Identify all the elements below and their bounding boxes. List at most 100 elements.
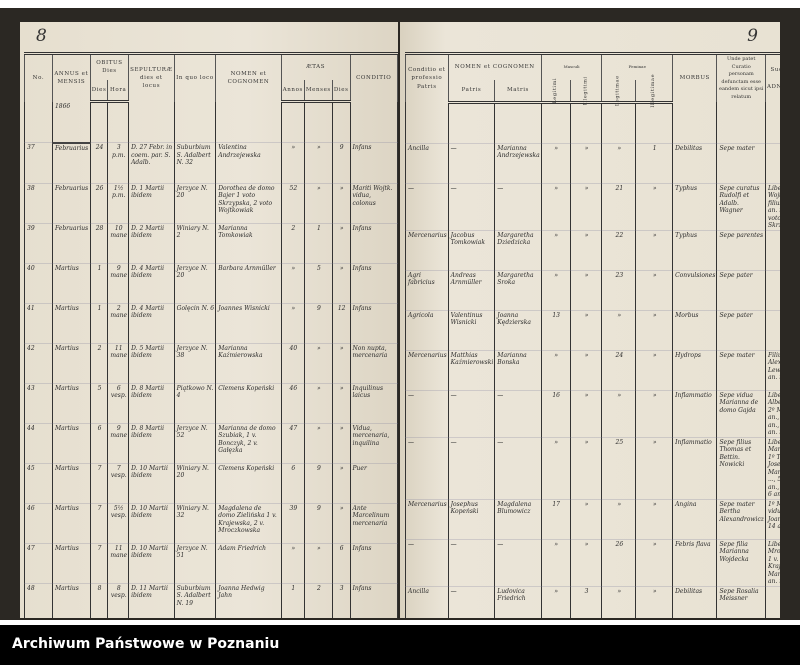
cell-sepultura: D. 4 Martii ibidem [128,263,175,304]
cell-annos: 40 [280,343,305,384]
header-ubi: Unde patet Curatio personam defunctam es… [716,52,766,102]
cell-adnotationes [764,586,780,618]
cell-matris: Margaretha Dziedzicka [494,230,542,271]
register-row: — — —»» 26» Febris flava Sepe filia Marianna … [405,539,780,587]
header-illegitimae: Illegitimae [635,74,674,108]
cell-conditio-patris: Ancilla [405,586,449,618]
year-label: 1866 [51,101,91,144]
cell-ubi: Sepe Rosalia Meissner [716,586,766,618]
cell-m-illeg: » [569,183,603,231]
cell-patris: Josephus Kopeński [447,499,496,540]
cell-f-leg: 23 [601,270,637,311]
cell-conditio-patris: Mercenarius [405,499,449,540]
cell-annos: » [280,142,305,184]
cell-hora: 9 mane [107,423,130,464]
header-no: No. [24,52,53,102]
cell-patris: — [447,143,496,184]
cell-m-leg: » [540,350,571,391]
cell-matris: Magdalena Blumowicz [494,499,542,540]
cell-morbus: Hydrops [672,350,718,391]
cell-aetas-dies: » [331,423,351,464]
cell-hora: 1½ p.m. [107,183,130,224]
cell-mensis: Martius [51,503,91,544]
cell-mensis: Februarius [51,183,91,224]
cell-nomen: Magdalena de domo Zielińska 1 v. Krajews… [215,503,282,544]
cell-sepultura: D. 27 Febr. in coem. par. S. Adalb. [128,142,175,184]
cell-mensis: Martius [51,383,91,424]
cell-conditio-patris: Agri fabricius [405,270,449,311]
header-nomen: NOMEN et COGNOMEN [447,51,542,80]
cell-sepultura: D. 11 Martii ibidem [128,583,175,618]
cell-hora: 10 mane [107,223,130,264]
cell-dies: 8 [89,583,109,618]
cell-f-illeg: » [635,183,674,231]
cell-menses: 5 [303,263,333,304]
cell-f-leg: 22 [601,230,637,271]
cell-adnotationes: Liberi: Martin Wojtkowiak et filius Jose… [764,183,780,231]
cell-morbus: Typhus [672,230,718,271]
cell-patris: — [447,390,496,438]
cell-f-leg: 26 [601,539,637,587]
cell-mensis: Martius [51,303,91,344]
cell-mensis: Martius [51,463,91,504]
cell-locus: Piątkowo N. 4 [173,383,217,424]
register-row: Mercenarius Josephus Kopeński Magdalena Bl… [405,499,780,540]
cell-hora: 5½ vesp. [107,503,130,544]
header-aetas-menses: Menses [303,79,333,103]
cell-f-illeg: » [635,437,674,500]
cell-adnotationes [764,143,780,184]
cell-conditio-patris: Ancilla [405,143,449,184]
header-loco: In quo loco [173,52,217,102]
cell-conditio: Infans [349,303,398,344]
cell-dies: 2 [89,343,109,384]
archive-name: Archiwum Państwowe w Poznaniu [12,636,280,652]
cell-f-illeg: 1 [635,143,674,184]
cell-hora: 9 mane [107,263,130,304]
cell-m-leg: » [540,143,571,184]
cell-m-illeg: » [569,539,603,587]
cell-annos: 1 [280,583,305,618]
cell-m-leg: » [540,539,571,587]
cell-dies: 7 [89,543,109,584]
cell-no: 47 [24,543,53,584]
cell-locus: Winiary N. 20 [173,463,217,504]
cell-morbus: Debilitas [672,586,718,618]
register-row: — — —16»»» Inflammatio Sepe vidua Marianna d… [405,390,780,438]
cell-hora: 11 mane [107,543,130,584]
register-row: 39 Februarius 28 10 mane D. 2 Martii ibidem W… [24,223,398,264]
cell-sepultura: D. 8 Martii ibidem [128,423,175,464]
cell-conditio: Infans [349,142,398,184]
cell-conditio-patris: — [405,183,449,231]
cell-f-leg: » [601,586,637,618]
header-successores: Successores et aliæ ADNOTATIONES. [764,52,780,102]
cell-no: 46 [24,503,53,544]
cell-m-leg: 16 [540,390,571,438]
register-row: 46 Martius 7 5½ vesp. D. 10 Martii ibidem Win… [24,503,398,544]
cell-locus: Jerzyce N. 20 [173,263,217,304]
cell-morbus: Morbus [672,310,718,351]
cell-conditio: Infans [349,543,398,584]
cell-dies: 28 [89,223,109,264]
cell-conditio-patris: Agricola [405,310,449,351]
header-conditio-patris: Conditio et professio Patris [405,52,449,102]
header-legitimi: Legitimi [540,77,571,104]
cell-aetas-dies: » [331,223,351,264]
cell-nomen: Clemens Kopeński [215,383,282,424]
header-legitimi-text: Legitimi [551,77,558,104]
cell-aetas-dies: » [331,183,351,224]
header-annus: ANNUS et MENSIS [51,52,91,102]
left-page: 8 No. ANNUS et MENSIS OBITUS Dies SEPULT… [20,22,398,618]
register-row: 37 Februarius 24 3 p.m. D. 27 Febr. in coem.… [24,142,398,184]
cell-matris: — [494,183,542,231]
cell-adnotationes: Liberi: Michael Mroczkowski et e 1 v. c.… [764,539,780,587]
cell-dies: 6 [89,423,109,464]
cell-f-illeg: » [635,310,674,351]
cell-f-illeg: » [635,350,674,391]
cell-ubi: Sepe mater Bertha Alexandrowicz [716,499,766,540]
cell-aetas-dies: 6 [331,543,351,584]
cell-ubi: Sepe filia Marianna Wojdecka [716,539,766,587]
cell-nomen: Marianna Kaźmierowska [215,343,282,384]
cell-conditio: Puer [349,463,398,504]
cell-ubi: Sepe vidua Marianna de domo Gajda [716,390,766,438]
cell-aetas-dies: » [331,383,351,424]
